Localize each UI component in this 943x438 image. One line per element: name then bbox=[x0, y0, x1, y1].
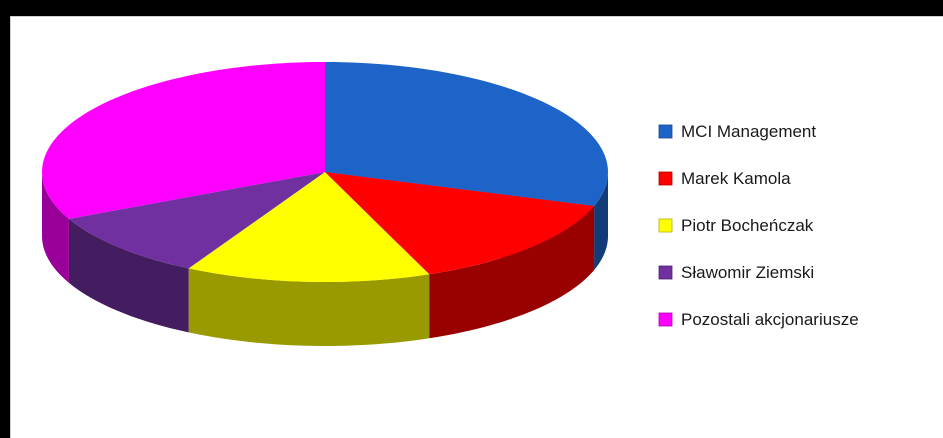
pie-slice-mci-management bbox=[325, 62, 608, 206]
legend-label: MCI Management bbox=[681, 122, 816, 141]
legend-label: Marek Kamola bbox=[681, 169, 791, 188]
legend-label: Pozostali akcjonariusze bbox=[681, 310, 859, 329]
legend-item-mci-management: MCI Management bbox=[658, 122, 816, 141]
pie-side-pozostali-akcjonariusze bbox=[42, 172, 69, 283]
legend-item-slawomir-ziemski: Sławomir Ziemski bbox=[658, 263, 814, 282]
pie-top-group bbox=[42, 62, 608, 282]
pie-slice-pozostali-akcjonariusze bbox=[42, 62, 325, 219]
legend: MCI Management Marek Kamola Piotr Bocheńcz… bbox=[658, 122, 859, 329]
pie-side-slawomir-ziemski bbox=[68, 218, 189, 333]
pie-side-piotr-bochenczak bbox=[188, 268, 430, 346]
legend-item-marek-kamola: Marek Kamola bbox=[658, 169, 791, 188]
legend-swatch bbox=[658, 312, 673, 327]
legend-swatch bbox=[658, 218, 673, 233]
legend-label: Sławomir Ziemski bbox=[681, 263, 814, 282]
legend-swatch bbox=[658, 124, 673, 139]
pie-slice-marek-kamola bbox=[325, 172, 595, 275]
legend-label: Piotr Bocheńczak bbox=[681, 216, 814, 235]
legend-item-piotr-bochenczak: Piotr Bocheńczak bbox=[658, 216, 814, 235]
legend-swatch bbox=[658, 171, 673, 186]
pie-slice-piotr-bochenczak bbox=[188, 172, 430, 282]
legend-swatch bbox=[658, 265, 673, 280]
pie-side-mci-management bbox=[594, 172, 608, 270]
pie-side-marek-kamola bbox=[429, 205, 595, 339]
pie-slice-slawomir-ziemski bbox=[68, 172, 326, 269]
legend-item-pozostali-akcjonariusze: Pozostali akcjonariusze bbox=[658, 310, 859, 329]
